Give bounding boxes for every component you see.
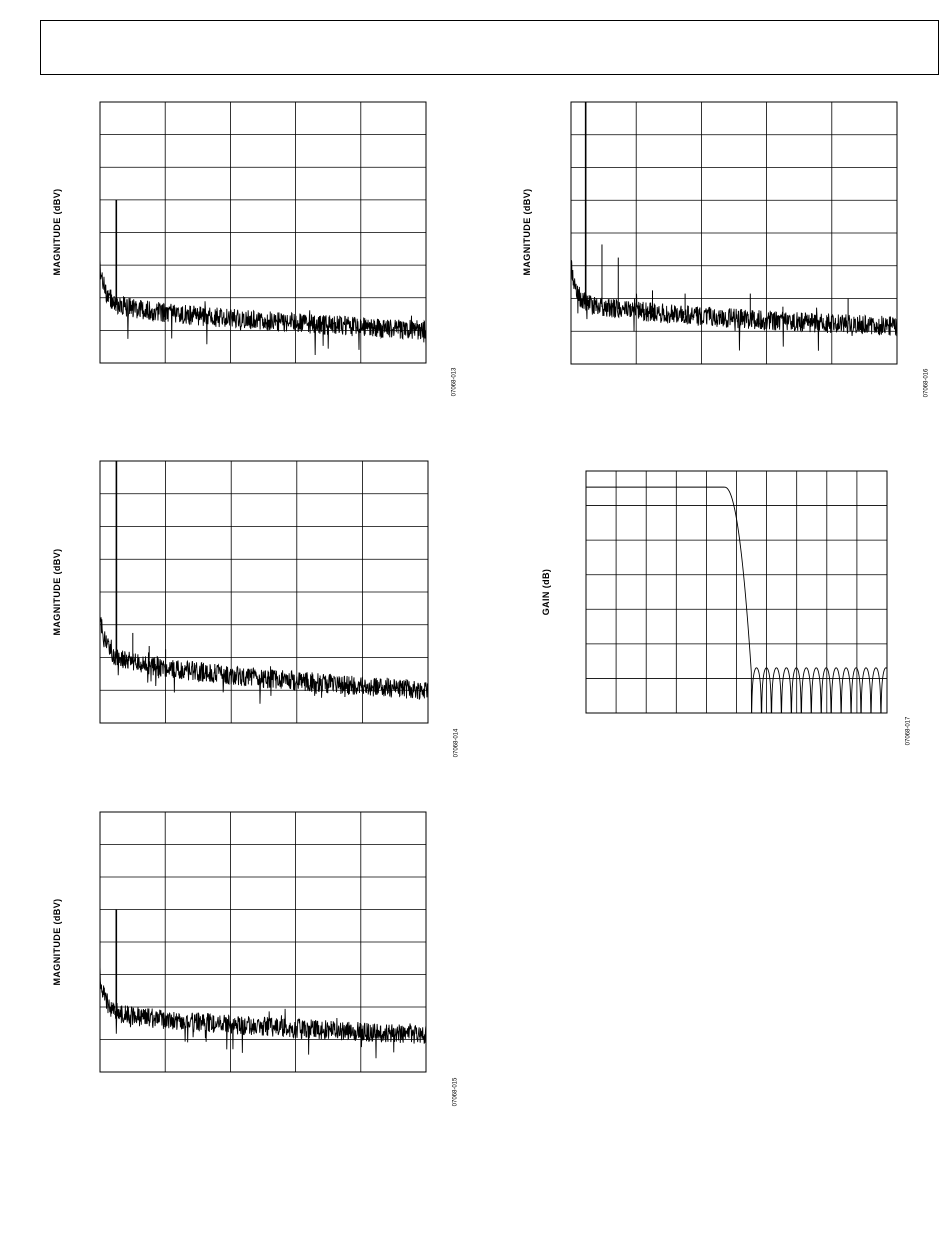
gain-response-trace: [586, 486, 887, 713]
noise-floor-trace: [99, 257, 427, 355]
figure-id-label: 07068-015: [452, 1077, 459, 1107]
chart-plot-area: [99, 101, 427, 364]
noise-floor-trace: [99, 964, 427, 1059]
page-header-box: [40, 20, 939, 75]
chart-plot-area: [99, 811, 427, 1073]
spectrum-chart-4: MAGNITUDE (dBV) 07068-016: [0, 0, 950, 420]
chart-plot-area: [99, 460, 429, 724]
figure-id-label: 07068-017: [905, 716, 912, 746]
chart-plot-area: [585, 470, 888, 714]
noise-floor-trace: [99, 617, 429, 704]
spectrum-chart-1: MAGNITUDE (dBV) 07068-013: [0, 0, 475, 420]
spectrum-chart-3: MAGNITUDE (dBV) 07068-015: [0, 0, 475, 1130]
spectrum-chart-2: MAGNITUDE (dBV) 07068-014: [0, 0, 475, 780]
chart-plot-area: [570, 101, 898, 365]
noise-floor-trace: [570, 260, 898, 351]
filter-response-chart: GAIN (dB) 07068-017: [541, 470, 912, 746]
